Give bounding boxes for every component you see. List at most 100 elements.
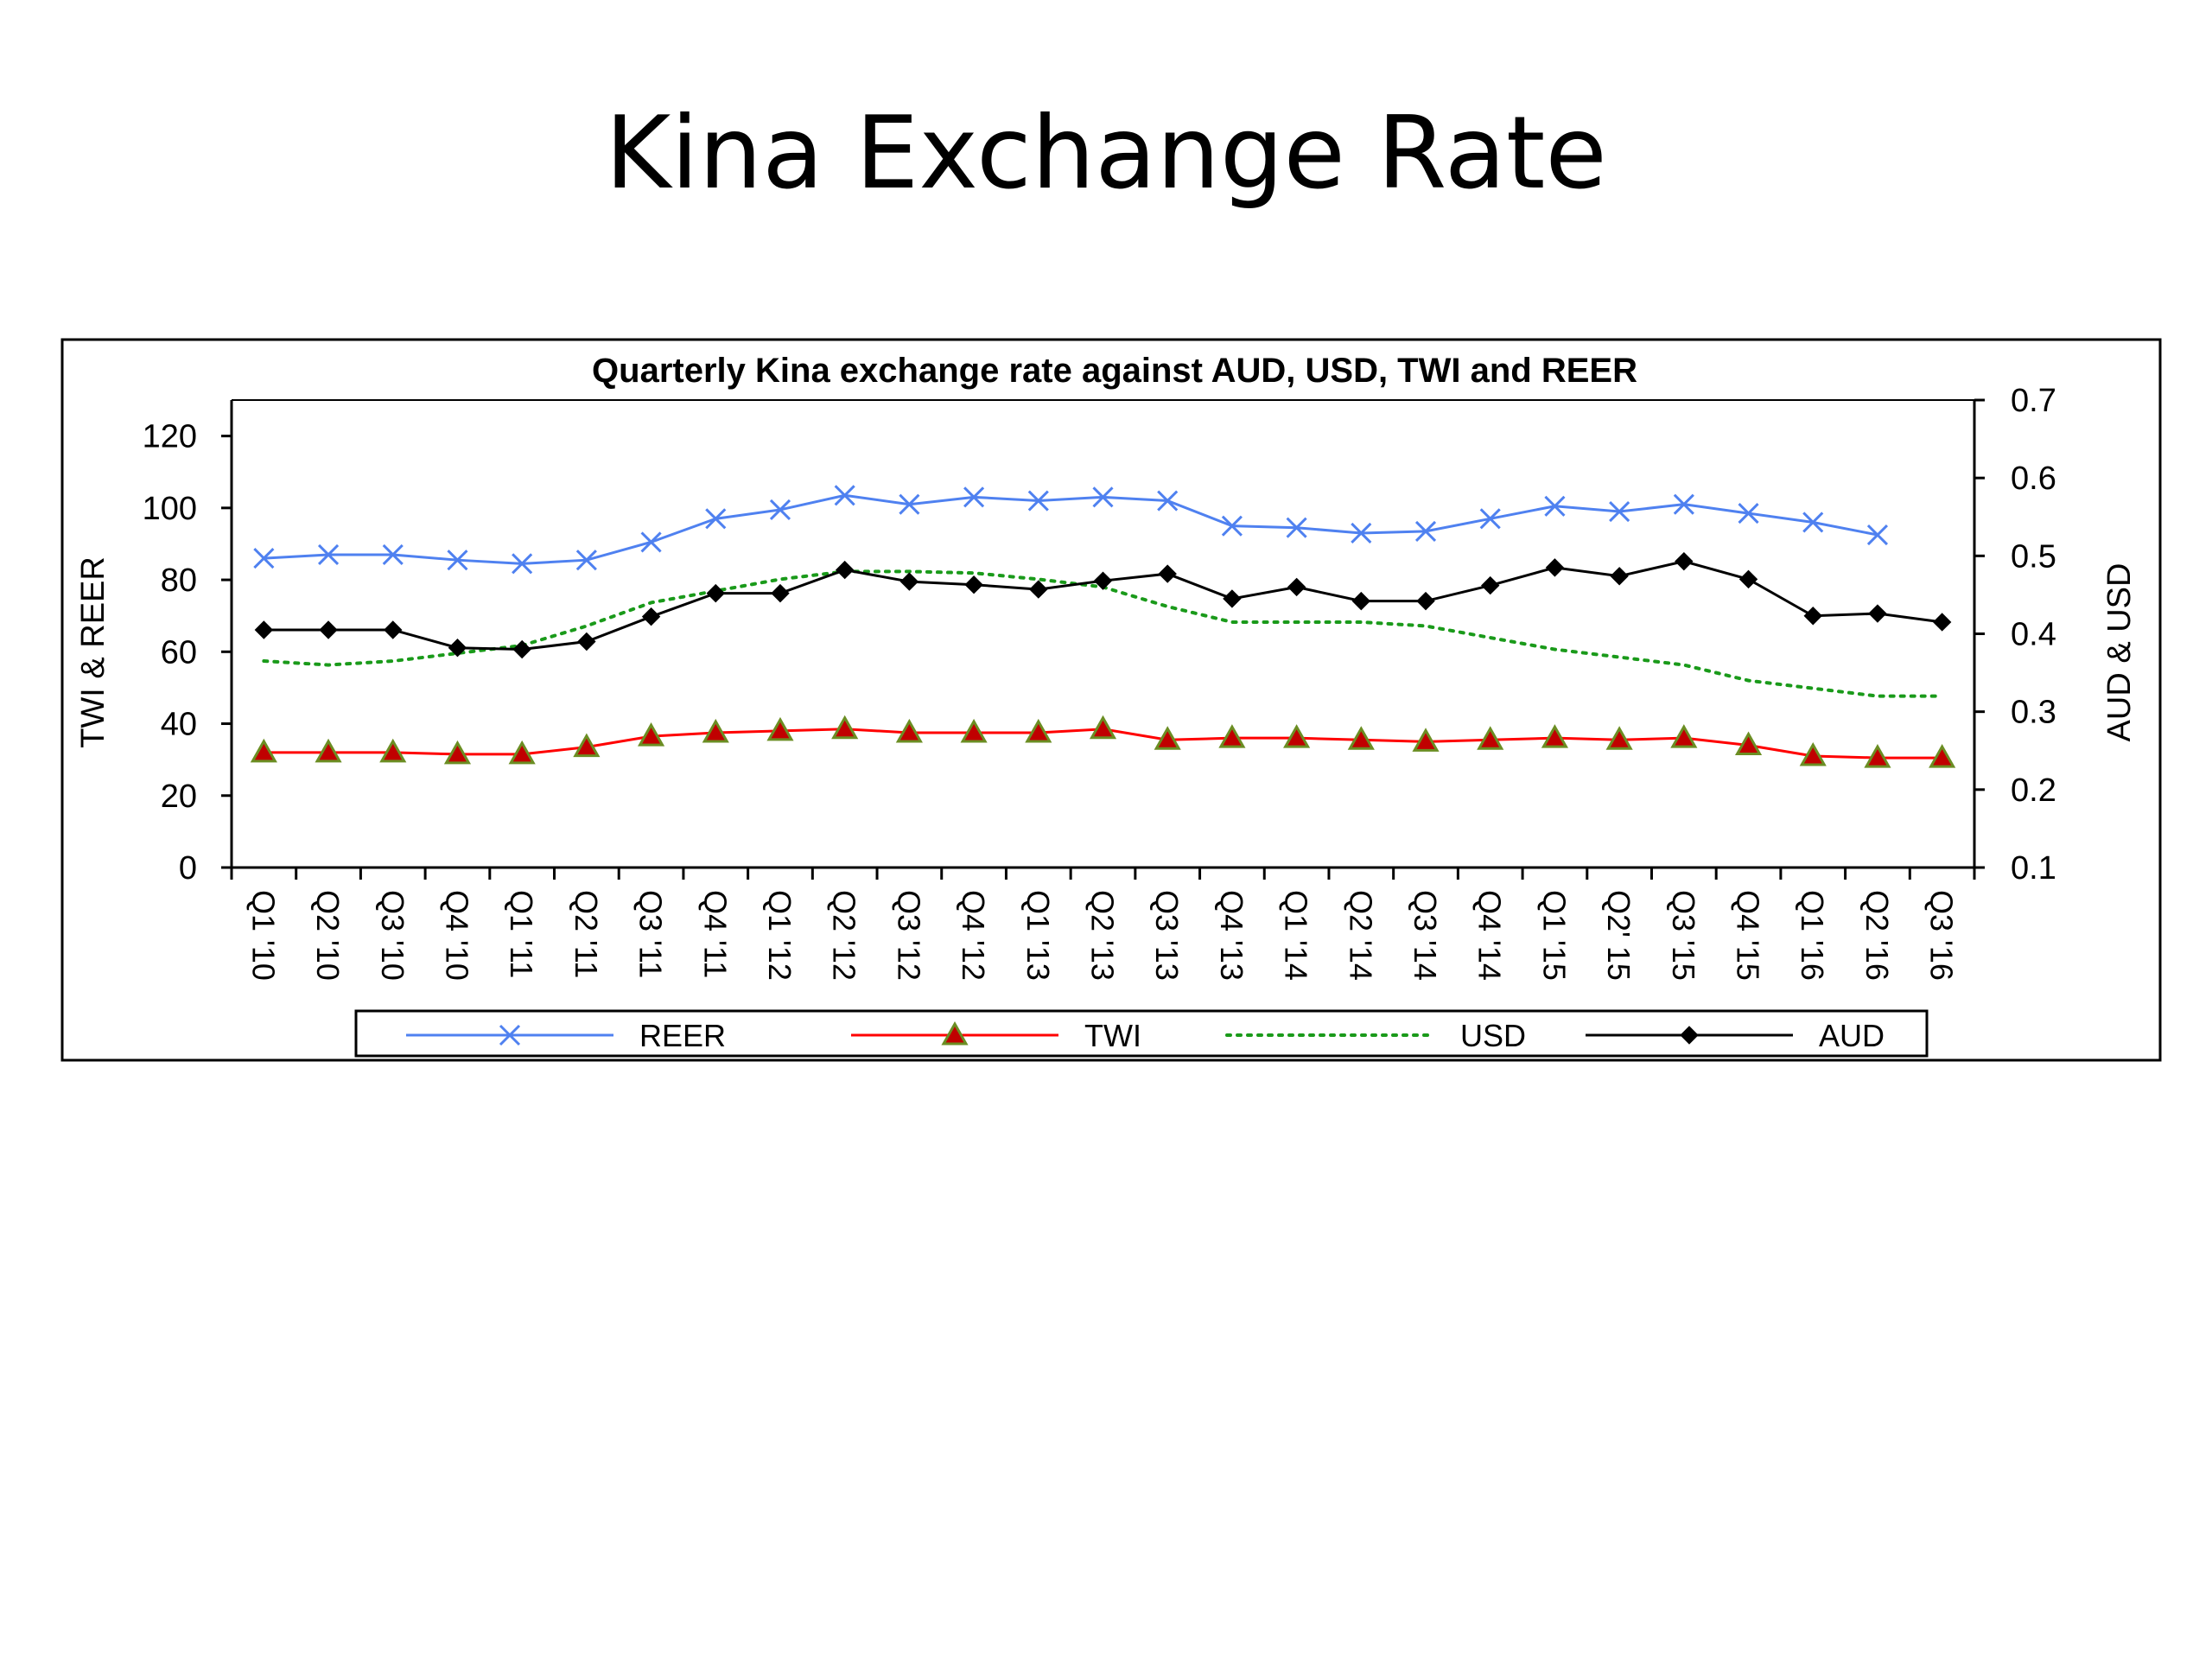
x-tick-label: Q1 '11: [504, 890, 539, 978]
aud-point: [384, 620, 403, 639]
twi-point: [1799, 741, 1827, 766]
reer-point: [1157, 490, 1179, 512]
reer-point: [1673, 493, 1694, 515]
twi-point: [1734, 731, 1763, 756]
twi-point: [1412, 728, 1440, 752]
twi-point: [1670, 724, 1698, 748]
aud-point: [641, 607, 661, 626]
reer-point: [963, 486, 985, 508]
x-tick-label: Q1 '16: [1795, 890, 1830, 981]
aud-point: [1481, 575, 1500, 595]
reer-point: [1866, 524, 1889, 546]
reer-point: [1351, 522, 1372, 544]
aud-point: [771, 583, 790, 603]
y-right-tick-label: 0.4: [2011, 617, 2056, 653]
twi-point: [1283, 724, 1311, 748]
twi-point: [1541, 724, 1568, 748]
aud-point: [899, 572, 919, 591]
x-tick-label: Q4 '12: [956, 890, 991, 981]
twi-point: [573, 733, 601, 758]
reer-point: [1479, 508, 1501, 530]
aud-point: [1093, 571, 1113, 590]
x-tick-label: Q1 '12: [762, 890, 798, 981]
x-tick-label: Q2 '12: [827, 890, 862, 981]
aud-point: [448, 639, 467, 658]
x-tick-label: Q4 '14: [1472, 890, 1508, 981]
chart-frame: [60, 338, 2162, 1062]
twi-point: [379, 738, 407, 763]
twi-point: [315, 738, 342, 763]
aud-point: [319, 620, 338, 639]
legend-reer-marker: [499, 1024, 521, 1046]
twi-point: [1025, 718, 1052, 743]
twi-point: [1929, 744, 1956, 768]
aud-point: [254, 620, 274, 639]
x-tick-label: Q2 '16: [1859, 890, 1895, 981]
reer-point: [1802, 512, 1824, 533]
twi-point: [1477, 726, 1504, 750]
aud-point: [1675, 551, 1694, 571]
reer-point: [1027, 490, 1049, 512]
twi-point: [1218, 724, 1246, 748]
x-tick-label: Q3 '12: [891, 890, 926, 981]
reer-point: [1221, 515, 1243, 537]
aud-point: [1287, 577, 1306, 597]
x-tick-label: Q3 '10: [375, 890, 410, 981]
aud-point: [706, 583, 725, 603]
reer-point: [1738, 503, 1759, 524]
aud-point: [1932, 613, 1952, 632]
aud-point: [1158, 564, 1177, 583]
y-left-tick-label: 0: [179, 850, 197, 887]
reer-point: [382, 543, 404, 566]
x-tick-label: Q1 '13: [1020, 890, 1056, 981]
legend-aud-marker: [1680, 1026, 1699, 1045]
y-right-tick-label: 0.6: [2011, 461, 2056, 497]
x-tick-label: Q1 '14: [1279, 890, 1314, 981]
x-tick-label: Q3 '15: [1666, 890, 1701, 981]
series-aud: [254, 551, 1952, 659]
x-tick-label: Q4 '11: [697, 890, 733, 978]
x-tick-label: Q4 '13: [1214, 890, 1249, 981]
y-left-tick-label: 100: [143, 491, 197, 527]
legend-twi-label: TWI: [1084, 1018, 1141, 1053]
y-right-tick-label: 0.5: [2011, 538, 2056, 575]
y-left-tick-label: 120: [143, 419, 197, 455]
reer-point: [253, 548, 275, 569]
series-reer: [253, 485, 1889, 575]
x-tick-label: Q2 '11: [569, 890, 604, 978]
aud-point: [1223, 589, 1242, 608]
aud-point: [577, 632, 596, 652]
legend-aud-label: AUD: [1819, 1018, 1885, 1053]
reer-point: [899, 493, 920, 515]
y-left-tick-label: 80: [161, 563, 197, 599]
reer-point: [1092, 486, 1114, 508]
twi-point: [508, 740, 536, 765]
reer-point: [317, 543, 340, 566]
x-tick-label: Q3 '14: [1408, 890, 1443, 981]
reer-point: [705, 508, 727, 530]
x-tick-label: Q1 '15: [1536, 890, 1572, 981]
x-tick-label: Q4 '15: [1731, 890, 1766, 981]
x-tick-label: Q2' 15: [1601, 890, 1637, 981]
aud-point: [1351, 591, 1371, 611]
legend-reer-label: REER: [639, 1018, 726, 1053]
aud-point: [512, 639, 531, 659]
reer-point: [640, 531, 662, 553]
aud-point: [1868, 604, 1887, 623]
aud-point: [835, 560, 855, 580]
aud-point: [1416, 591, 1435, 611]
twi-point: [1347, 726, 1375, 750]
aud-point: [1545, 558, 1565, 577]
y-left-tick-label: 60: [161, 634, 197, 671]
legend-twi-marker: [941, 1020, 969, 1046]
twi-point: [443, 740, 472, 765]
twi-point: [1605, 726, 1633, 750]
chart-title: Quarterly Kina exchange rate against AUD…: [592, 352, 1637, 390]
y-right-tick-label: 0.2: [2011, 772, 2056, 809]
x-tick-label: Q1 '10: [245, 890, 281, 981]
reer-point: [447, 550, 468, 571]
x-tick-label: Q2 '14: [1343, 890, 1378, 981]
x-tick-label: Q2 '10: [310, 890, 346, 981]
aud-point: [1610, 567, 1629, 586]
